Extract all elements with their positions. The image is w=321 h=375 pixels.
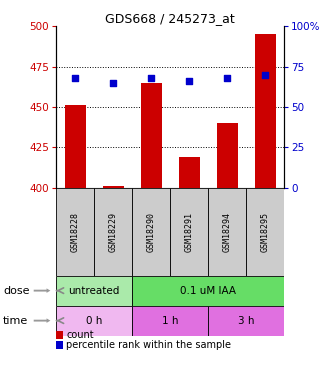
Bar	[208, 306, 284, 336]
Text: dose: dose	[3, 286, 30, 296]
Bar	[255, 34, 275, 188]
Bar	[132, 276, 284, 306]
Bar	[56, 276, 132, 306]
Text: 0 h: 0 h	[86, 316, 102, 326]
Bar	[103, 186, 124, 188]
Text: count: count	[66, 330, 94, 340]
Point	[149, 75, 154, 81]
Bar	[94, 188, 132, 276]
Bar	[132, 188, 170, 276]
Text: 0.1 uM IAA: 0.1 uM IAA	[180, 286, 236, 296]
Point	[187, 78, 192, 84]
Text: GSM18295: GSM18295	[261, 211, 270, 252]
Text: GSM18291: GSM18291	[185, 211, 194, 252]
Text: untreated: untreated	[68, 286, 120, 296]
Text: time: time	[3, 316, 29, 326]
Point	[263, 72, 268, 78]
Text: GSM18229: GSM18229	[108, 211, 118, 252]
Text: GSM18228: GSM18228	[71, 211, 80, 252]
Bar	[65, 105, 86, 188]
Text: GSM18290: GSM18290	[147, 211, 156, 252]
Bar	[246, 188, 284, 276]
Bar	[170, 188, 208, 276]
Text: GSM18294: GSM18294	[222, 211, 232, 252]
Title: GDS668 / 245273_at: GDS668 / 245273_at	[105, 12, 235, 25]
Bar	[141, 83, 161, 188]
Bar	[217, 123, 238, 188]
Bar	[132, 306, 208, 336]
Text: 3 h: 3 h	[238, 316, 254, 326]
Bar	[56, 306, 132, 336]
Bar	[56, 188, 94, 276]
Text: percentile rank within the sample: percentile rank within the sample	[66, 340, 231, 350]
Text: 1 h: 1 h	[162, 316, 178, 326]
Bar	[208, 188, 246, 276]
Point	[110, 80, 116, 86]
Point	[224, 75, 230, 81]
Point	[73, 75, 78, 81]
Bar	[179, 157, 200, 188]
